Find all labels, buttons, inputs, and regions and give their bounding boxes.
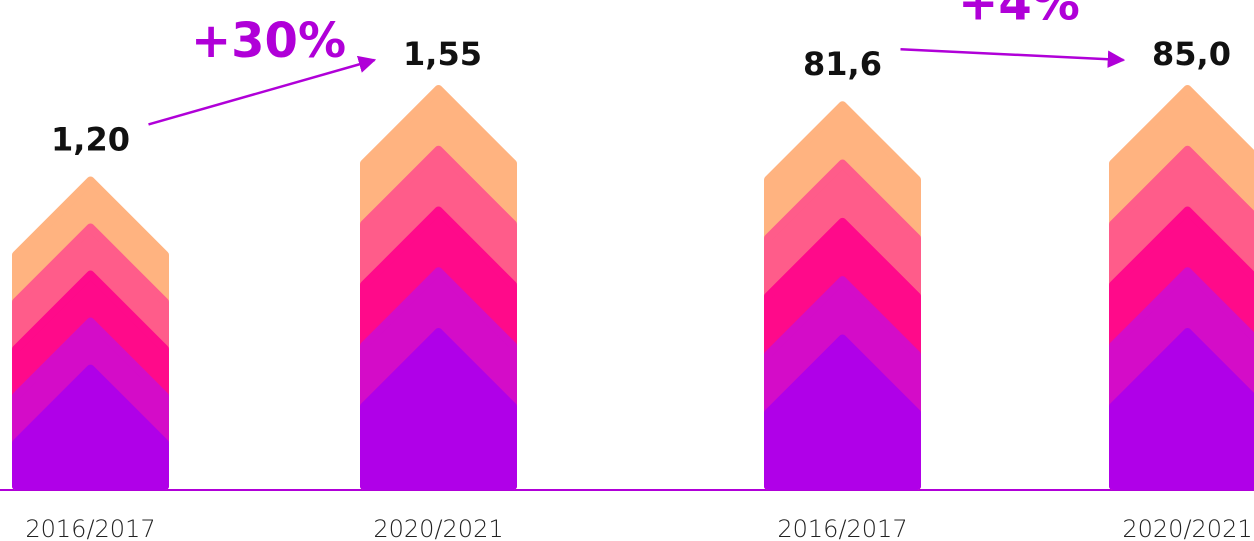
bar-layer bbox=[12, 364, 169, 490]
value-label: 85,0 bbox=[1152, 35, 1231, 73]
bar bbox=[12, 176, 169, 490]
x-tick-label: 2020/2021 bbox=[373, 515, 503, 541]
bar bbox=[1109, 85, 1254, 490]
annotation: +4% bbox=[958, 0, 1080, 32]
bar-layer bbox=[360, 328, 517, 490]
bar-layer bbox=[1109, 328, 1254, 490]
bar bbox=[764, 101, 921, 490]
value-label: 81,6 bbox=[803, 45, 882, 83]
x-tick-label: 2016/2017 bbox=[777, 515, 907, 541]
x-tick-label: 2016/2017 bbox=[25, 515, 155, 541]
arrow bbox=[900, 47, 1126, 68]
arrow bbox=[148, 55, 377, 126]
annotation: +30% bbox=[191, 13, 346, 69]
value-label: 1,20 bbox=[51, 120, 130, 158]
bar-layer bbox=[764, 334, 921, 490]
x-tick-label: 2020/2021 bbox=[1122, 515, 1252, 541]
bar bbox=[360, 85, 517, 490]
value-label: 1,55 bbox=[403, 35, 482, 73]
